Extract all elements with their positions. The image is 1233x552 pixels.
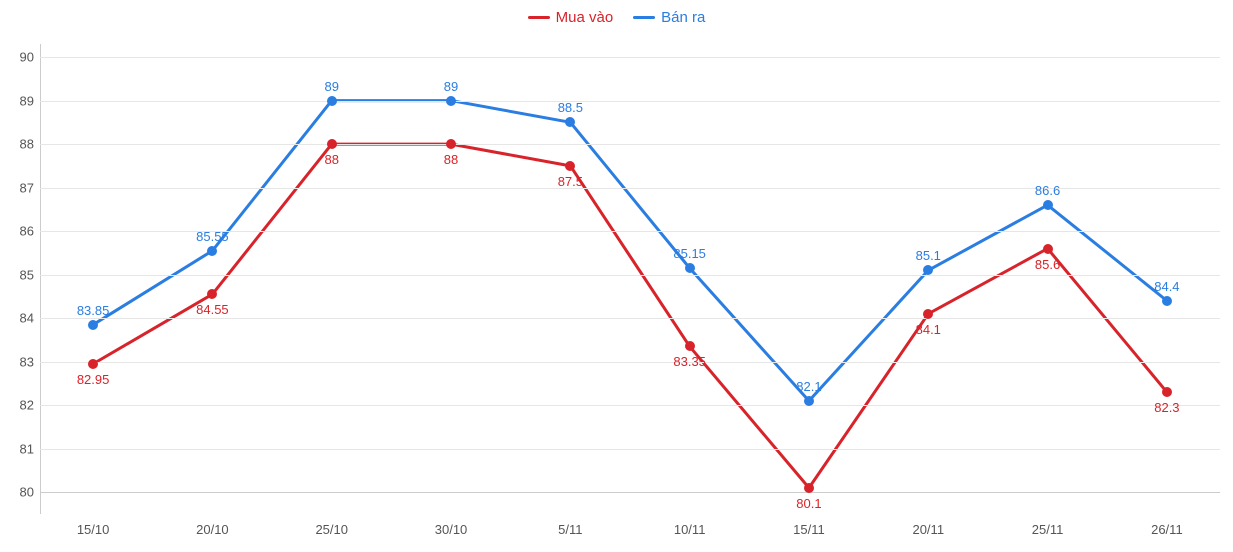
series-value-label-mua: 84.55 bbox=[196, 302, 229, 317]
y-tick-label: 89 bbox=[20, 93, 40, 108]
series-value-label-ban: 86.6 bbox=[1035, 183, 1060, 198]
series-value-label-mua: 83.35 bbox=[673, 354, 706, 369]
x-tick-label: 20/11 bbox=[912, 514, 944, 537]
series-point-mua bbox=[804, 483, 814, 493]
legend-swatch bbox=[633, 16, 655, 19]
x-tick-label: 25/11 bbox=[1032, 514, 1064, 537]
series-value-label-mua: 88 bbox=[444, 152, 458, 167]
series-value-label-mua: 84.1 bbox=[916, 322, 941, 337]
series-value-label-mua: 82.95 bbox=[77, 372, 110, 387]
x-tick-label: 30/10 bbox=[435, 514, 468, 537]
series-value-label-ban: 82.1 bbox=[796, 379, 821, 394]
gridline bbox=[40, 318, 1220, 319]
y-tick-label: 88 bbox=[20, 137, 40, 152]
y-tick-label: 90 bbox=[20, 50, 40, 65]
series-value-label-ban: 88.5 bbox=[558, 100, 583, 115]
x-tick-label: 25/10 bbox=[315, 514, 348, 537]
series-point-mua bbox=[685, 341, 695, 351]
series-line-ban bbox=[93, 101, 1167, 401]
series-point-ban bbox=[327, 96, 337, 106]
gridline bbox=[40, 449, 1220, 450]
legend-label: Mua vào bbox=[556, 9, 614, 26]
y-tick-label: 86 bbox=[20, 224, 40, 239]
legend-item-ban: Bán ra bbox=[633, 9, 705, 26]
series-point-mua bbox=[446, 139, 456, 149]
y-tick-label: 81 bbox=[20, 441, 40, 456]
series-value-label-ban: 89 bbox=[444, 79, 458, 94]
series-point-mua bbox=[1162, 387, 1172, 397]
y-tick-label: 85 bbox=[20, 267, 40, 282]
series-point-ban bbox=[446, 96, 456, 106]
legend-item-mua: Mua vào bbox=[528, 9, 614, 26]
gridline bbox=[40, 57, 1220, 58]
x-tick-label: 20/10 bbox=[196, 514, 229, 537]
y-tick-label: 84 bbox=[20, 311, 40, 326]
series-point-ban bbox=[88, 320, 98, 330]
gridline bbox=[40, 101, 1220, 102]
series-value-label-ban: 85.15 bbox=[673, 246, 706, 261]
series-value-label-ban: 85.55 bbox=[196, 229, 229, 244]
legend-swatch bbox=[528, 16, 550, 19]
series-value-label-mua: 88 bbox=[324, 152, 338, 167]
legend: Mua vào Bán ra bbox=[0, 6, 1233, 26]
series-value-label-ban: 85.1 bbox=[916, 248, 941, 263]
gridline bbox=[40, 405, 1220, 406]
series-lines bbox=[40, 44, 1220, 514]
series-point-mua bbox=[327, 139, 337, 149]
series-point-mua bbox=[1043, 244, 1053, 254]
legend-label: Bán ra bbox=[661, 9, 705, 26]
plot-area: 808182838485868788899015/1020/1025/1030/… bbox=[40, 44, 1220, 514]
series-value-label-mua: 82.3 bbox=[1154, 400, 1179, 415]
y-tick-label: 82 bbox=[20, 398, 40, 413]
series-value-label-ban: 84.4 bbox=[1154, 279, 1179, 294]
series-point-mua bbox=[88, 359, 98, 369]
gridline bbox=[40, 492, 1220, 493]
series-value-label-mua: 85.6 bbox=[1035, 257, 1060, 272]
series-point-mua bbox=[923, 309, 933, 319]
price-line-chart: Mua vào Bán ra 80 81 82 83 84 85 86 87 88 89 90 15/1… bbox=[0, 0, 1233, 552]
x-tick-label: 26/11 bbox=[1151, 514, 1183, 537]
x-tick-label: 15/10 bbox=[77, 514, 110, 537]
series-point-ban bbox=[207, 246, 217, 256]
series-value-label-ban: 83.85 bbox=[77, 303, 110, 318]
series-point-ban bbox=[1043, 200, 1053, 210]
series-value-label-mua: 87.5 bbox=[558, 174, 583, 189]
x-tick-label: 10/11 bbox=[674, 514, 706, 537]
series-value-label-ban: 89 bbox=[324, 79, 338, 94]
x-tick-label: 15/11 bbox=[793, 514, 825, 537]
y-tick-label: 87 bbox=[20, 180, 40, 195]
x-tick-label: 5/11 bbox=[558, 514, 582, 537]
series-point-mua bbox=[207, 289, 217, 299]
series-point-mua bbox=[565, 161, 575, 171]
y-tick-label: 83 bbox=[20, 354, 40, 369]
gridline bbox=[40, 144, 1220, 145]
series-point-ban bbox=[565, 117, 575, 127]
gridline bbox=[40, 362, 1220, 363]
series-value-label-mua: 80.1 bbox=[796, 496, 821, 511]
series-point-ban bbox=[685, 263, 695, 273]
series-point-ban bbox=[804, 396, 814, 406]
series-point-ban bbox=[1162, 296, 1172, 306]
y-tick-label: 80 bbox=[20, 485, 40, 500]
gridline bbox=[40, 275, 1220, 276]
series-point-ban bbox=[923, 265, 933, 275]
